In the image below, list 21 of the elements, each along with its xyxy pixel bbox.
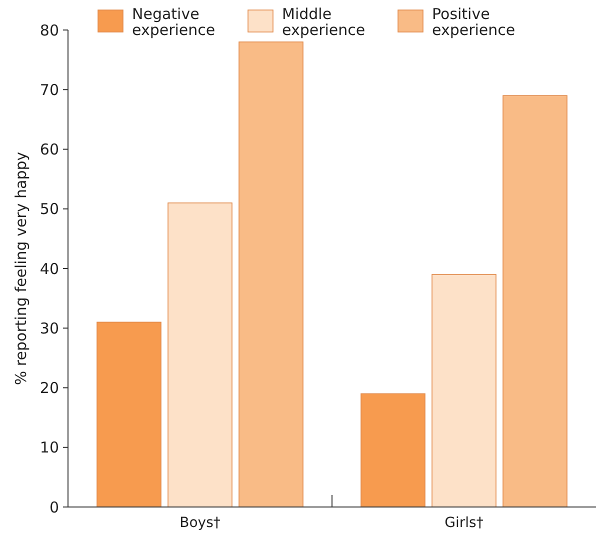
y-axis-title: % reporting feeling very happy <box>12 152 30 386</box>
bar <box>502 95 568 508</box>
y-tick-label: 60 <box>40 140 59 158</box>
legend-label: Positive experience <box>432 5 516 39</box>
bar <box>432 274 496 508</box>
y-tick-label: 10 <box>40 438 59 457</box>
y-tick-label: 30 <box>40 319 59 338</box>
bar <box>238 42 304 508</box>
legend-label: Middle experience <box>282 5 366 39</box>
y-tick-label: 40 <box>40 260 59 278</box>
bar <box>168 202 232 508</box>
y-tick-label: 70 <box>40 80 59 99</box>
y-tick-label: 0 <box>49 498 59 516</box>
y-tick-label: 50 <box>40 200 59 218</box>
legend-label: Negative experience <box>132 5 216 39</box>
x-tick-label: Boys† <box>180 515 220 531</box>
y-tick-label: 80 <box>40 21 59 40</box>
x-tick-label: Girls† <box>444 515 484 531</box>
bar <box>360 393 426 508</box>
y-tick-label: 20 <box>40 379 59 397</box>
bar <box>96 322 162 508</box>
